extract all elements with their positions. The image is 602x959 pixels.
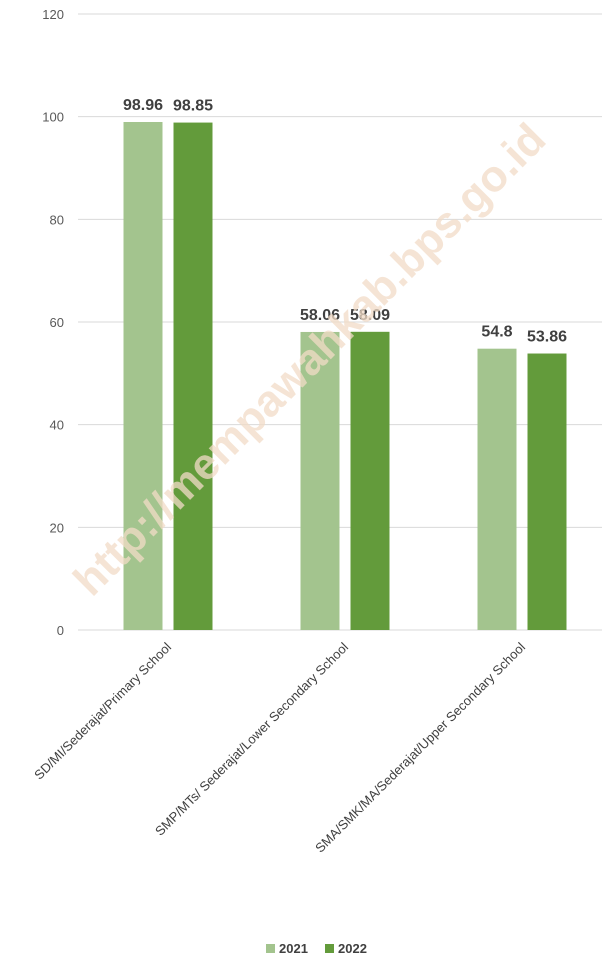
data-label: 98.96 <box>123 97 163 114</box>
y-tick-label: 40 <box>50 418 64 433</box>
bar-2021-3 <box>477 348 517 630</box>
y-tick-label: 100 <box>42 110 64 125</box>
data-label: 58.06 <box>300 307 340 324</box>
data-label: 54.8 <box>481 324 512 341</box>
data-labels: 98.96 98.85 58.06 58.09 54.8 53.86 <box>123 97 567 346</box>
y-axis: 0 20 40 60 80 100 120 <box>42 7 64 638</box>
bar-2022-2 <box>350 331 390 630</box>
y-tick-label: 80 <box>50 212 64 227</box>
data-label: 53.86 <box>527 329 567 346</box>
legend-swatch-2021 <box>266 944 275 953</box>
data-label: 98.85 <box>173 98 213 115</box>
gridlines <box>78 13 602 631</box>
legend: 2021 2022 <box>266 941 367 956</box>
legend-label-2022: 2022 <box>338 941 367 956</box>
x-category-label: SD/MI/Sederajat/Primary School <box>31 639 174 782</box>
y-tick-label: 0 <box>57 623 64 638</box>
y-tick-label: 120 <box>42 7 64 22</box>
legend-label-2021: 2021 <box>279 941 308 956</box>
data-label: 58.09 <box>350 307 390 324</box>
x-category-label: SMA/SMK/MA/Sederajat/Upper Secondary Sch… <box>312 639 528 855</box>
y-tick-label: 20 <box>50 520 64 535</box>
y-tick-label: 60 <box>50 315 64 330</box>
bar-2021-1 <box>123 122 163 630</box>
bar-2022-1 <box>173 122 213 630</box>
legend-swatch-2022 <box>325 944 334 953</box>
bar-2021-2 <box>300 331 340 630</box>
x-category-label: SMP/MTs/ Sederajat/Lower Secondary Schoo… <box>152 639 351 838</box>
bar-2022-3 <box>527 353 567 630</box>
bars <box>123 122 567 630</box>
